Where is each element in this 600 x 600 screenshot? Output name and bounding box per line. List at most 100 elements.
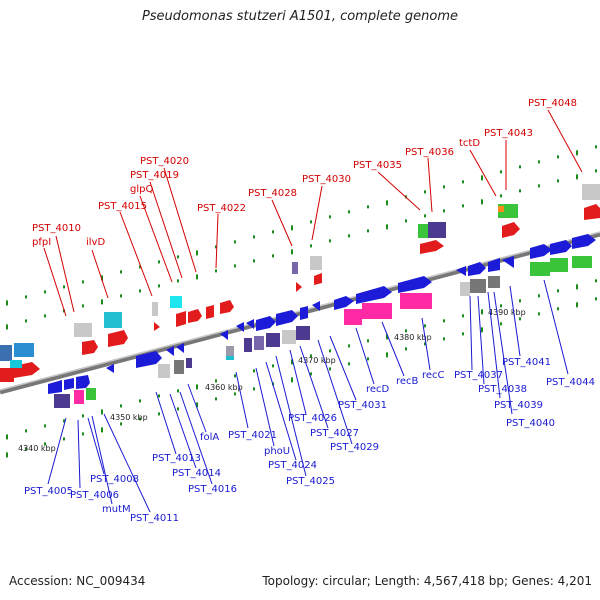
gene-feature: [344, 309, 362, 325]
tick-dot: [348, 362, 350, 366]
tick-dot: [177, 389, 179, 393]
tick-dot: [519, 317, 521, 321]
gene-feature: [550, 240, 572, 255]
tick-label: 4360 kbp: [205, 383, 243, 392]
gene-feature: [292, 262, 298, 274]
tick-dot: [158, 284, 160, 288]
tick-dot: [310, 372, 312, 376]
tick-dot: [215, 397, 217, 401]
tick-dot: [367, 357, 369, 361]
gene-feature: [356, 286, 392, 304]
tick-dot: [63, 285, 65, 289]
genome-title: Pseudomonas stutzeri A1501, complete gen…: [141, 9, 459, 24]
gene-feature: [188, 309, 202, 323]
gene-feature: [460, 282, 470, 296]
gene-label: PST_4014: [172, 468, 221, 479]
gene-feature: [236, 322, 244, 332]
tick-dot: [177, 407, 179, 411]
tick-dot: [82, 304, 84, 308]
accession-text: Accession: NC_009434: [9, 574, 146, 588]
gene-label: folA: [200, 432, 219, 443]
gene-label: PST_4039: [494, 400, 543, 411]
gene-feature: [74, 323, 92, 337]
gene-feature: [220, 300, 234, 314]
tick-dot: [196, 384, 198, 390]
gene-feature: [220, 330, 228, 340]
tick-dot: [120, 294, 122, 298]
tick-dot: [25, 319, 27, 323]
gene-feature: [176, 311, 186, 327]
tick-dot: [291, 225, 293, 231]
tick-dot: [253, 387, 255, 391]
gene-label: PST_4024: [268, 460, 317, 471]
tick-dot: [6, 452, 8, 458]
gene-feature: [456, 266, 466, 276]
gene-feature: [256, 316, 276, 331]
tick-dot: [348, 210, 350, 214]
tick-dot: [367, 205, 369, 209]
gene-feature: [582, 184, 600, 200]
gene-feature: [170, 296, 182, 308]
gene-feature: [300, 306, 308, 320]
gene-feature: [104, 312, 122, 328]
tick-dot: [6, 324, 8, 330]
gene-feature: [10, 360, 22, 368]
gene-label: PST_4008: [90, 474, 139, 485]
gene-feature: [468, 262, 486, 276]
gene-feature: [314, 273, 322, 285]
gene-label: PST_4025: [286, 476, 335, 487]
gene-feature: [226, 346, 234, 356]
gene-label: recD: [366, 384, 390, 395]
tick-dot: [234, 264, 236, 268]
tick-dot: [500, 194, 502, 198]
gene-feature: [488, 258, 500, 272]
gene-feature: [86, 388, 96, 400]
tick-dot: [234, 240, 236, 244]
tick-dot: [595, 145, 597, 149]
gene-label: PST_4043: [484, 128, 533, 139]
tick-dot: [291, 249, 293, 255]
tick-dot: [329, 239, 331, 243]
tick-dot: [576, 174, 578, 180]
tick-dot: [6, 300, 8, 306]
tick-dot: [139, 289, 141, 293]
tick-dot: [557, 179, 559, 183]
tick-dot: [348, 234, 350, 238]
gene-feature: [502, 256, 514, 268]
gene-feature: [530, 262, 550, 276]
tick-dot: [500, 322, 502, 326]
tick-dot: [557, 307, 559, 311]
gene-label: ilvD: [86, 237, 105, 248]
tick-dot: [557, 155, 559, 159]
tick-dot: [253, 369, 255, 373]
tick-dot: [272, 230, 274, 234]
gene-label: PST_4029: [330, 442, 379, 453]
tick-dot: [158, 394, 160, 398]
tick-dot: [234, 374, 236, 378]
gene-feature: [254, 336, 264, 350]
tick-dot: [424, 214, 426, 218]
gene-feature: [362, 303, 392, 319]
tick-dot: [538, 312, 540, 316]
gene-label: tctD: [459, 138, 480, 149]
tick-dot: [44, 290, 46, 294]
gene-feature: [76, 375, 90, 389]
tick-dot: [538, 294, 540, 298]
gene-label: recC: [422, 370, 445, 381]
gene-label: PST_4027: [310, 428, 359, 439]
gene-label: pfpI: [32, 237, 51, 248]
gene-feature: [282, 330, 296, 344]
gene-feature: [310, 256, 322, 270]
gene-feature: [176, 343, 184, 353]
tick-dot: [462, 204, 464, 208]
tick-dot: [386, 352, 388, 358]
tick-dot: [443, 209, 445, 213]
gene-label: mutM: [102, 504, 131, 515]
gene-feature: [550, 258, 568, 272]
gene-feature: [108, 330, 128, 347]
gene-features: [0, 184, 600, 408]
tick-dot: [443, 185, 445, 189]
tick-dot: [310, 354, 312, 358]
gene-label: PST_4030: [302, 174, 351, 185]
tick-dot: [576, 150, 578, 156]
